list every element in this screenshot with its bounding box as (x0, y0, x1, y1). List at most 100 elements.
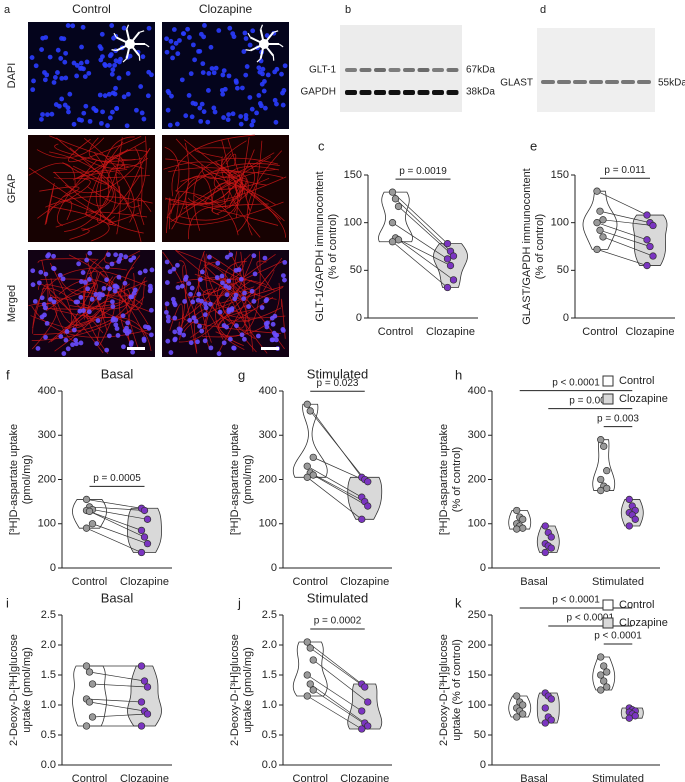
nucleus (265, 320, 270, 326)
point (597, 475, 605, 484)
fiber (41, 287, 104, 334)
fiber (165, 198, 279, 226)
nucleus (249, 288, 255, 294)
blot-band (345, 90, 357, 95)
y-tick-label: 300 (468, 429, 486, 441)
pair-line (392, 241, 448, 288)
nucleus (62, 59, 68, 65)
nucleus (206, 88, 211, 93)
nucleus (197, 323, 202, 329)
y-tick-label: 250 (468, 609, 486, 621)
fiber (50, 278, 97, 326)
point (358, 707, 366, 715)
nucleus (108, 52, 114, 57)
point (443, 283, 452, 292)
panel-letter: f (6, 367, 10, 382)
fiber (187, 176, 287, 204)
p-value: p < 0.0001 (552, 377, 600, 388)
y-tick-label: 1.0 (41, 699, 56, 711)
point (361, 683, 369, 691)
band-label: GAPDH (300, 87, 336, 98)
nucleus (70, 342, 75, 348)
x-tick-label: Clozapine (426, 326, 475, 338)
nucleus (51, 265, 56, 271)
point (309, 453, 317, 462)
fiber (95, 141, 144, 234)
point (143, 540, 152, 548)
point (547, 544, 555, 552)
nucleus (186, 93, 192, 98)
neuron-icon (126, 24, 130, 30)
pair-line (309, 410, 366, 480)
nucleus (183, 277, 188, 282)
nucleus (39, 47, 44, 52)
nucleus (180, 31, 186, 36)
blot (340, 25, 462, 112)
nucleus (167, 122, 173, 128)
blot-band (345, 68, 357, 72)
nucleus (95, 318, 101, 323)
nucleus (58, 56, 64, 61)
y-axis-label: [³H]D-aspartate uptake (8, 424, 20, 535)
y-axis-label: GLT-1/GAPDH immunocontent (314, 171, 326, 321)
pair-line (307, 695, 362, 730)
y-tick-label: 50 (557, 264, 569, 276)
nucleus (138, 84, 144, 89)
nucleus (238, 276, 244, 282)
neuron-icon (116, 36, 131, 45)
nucleus (193, 318, 199, 324)
nucleus (44, 321, 50, 326)
point (593, 245, 601, 254)
nucleus (170, 45, 176, 51)
fiber (85, 253, 108, 331)
fiber (194, 258, 246, 281)
point (600, 677, 608, 685)
legend-label: Control (619, 599, 654, 611)
point (625, 495, 633, 504)
nucleus (80, 270, 86, 275)
nucleus (250, 118, 256, 124)
nucleus (134, 107, 139, 113)
nucleus (105, 123, 110, 128)
nucleus (243, 36, 249, 41)
y-axis-label: (pmol/mg) (21, 455, 33, 505)
nucleus (102, 93, 108, 99)
fiber (57, 273, 148, 298)
nucleus (260, 66, 266, 72)
fiber (63, 270, 98, 335)
nucleus (64, 329, 70, 334)
point (600, 442, 608, 450)
point (443, 239, 452, 248)
nucleus (142, 268, 148, 274)
nucleus (79, 44, 84, 50)
nucleus (233, 292, 239, 298)
nucleus (99, 31, 105, 37)
nucleus (199, 269, 205, 275)
nucleus (173, 40, 179, 46)
band-label: GLT-1 (309, 65, 336, 76)
legend-swatch (602, 617, 614, 629)
point (646, 242, 654, 251)
p-value: p = 0.0005 (93, 473, 141, 484)
nucleus (174, 121, 180, 127)
row-label: DAPI (6, 63, 18, 89)
point (85, 698, 94, 706)
fiber (216, 161, 256, 215)
pair-line (602, 219, 654, 226)
nucleus (63, 337, 69, 343)
nucleus (86, 70, 92, 76)
fiber (56, 159, 98, 226)
fiber (202, 299, 251, 323)
blot-band (374, 90, 386, 95)
nucleus (164, 259, 170, 265)
nucleus (66, 109, 71, 115)
nucleus (116, 274, 122, 280)
nucleus (242, 336, 247, 342)
point (88, 713, 97, 721)
p-value: p = 0.011 (604, 165, 646, 176)
point (625, 714, 633, 722)
nucleus (93, 292, 99, 297)
nucleus (113, 85, 118, 91)
x-tick-label: Control (582, 326, 617, 338)
nucleus (148, 307, 154, 313)
